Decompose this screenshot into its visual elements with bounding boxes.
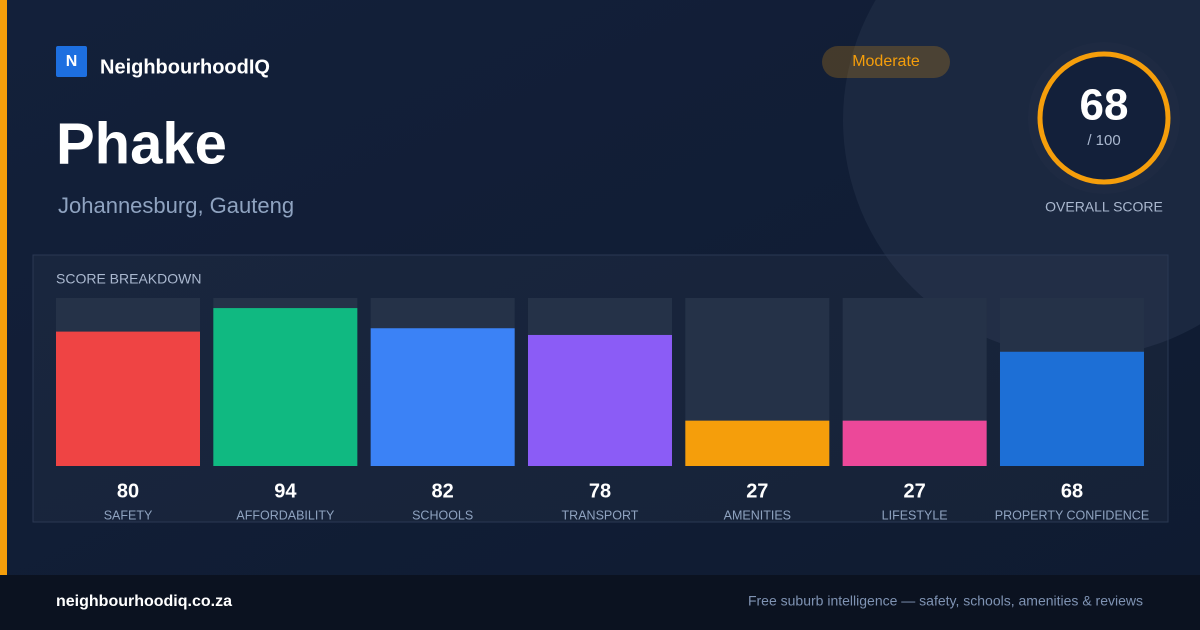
badge-text: Moderate — [852, 53, 920, 70]
bar — [842, 420, 987, 466]
bar — [370, 328, 515, 466]
footer-url: neighbourhoodiq.co.za — [56, 593, 232, 610]
score-ring — [1037, 51, 1171, 185]
logo — [56, 46, 87, 77]
bar — [685, 420, 830, 466]
value-label: 78 — [589, 480, 611, 502]
location: Johannesburg, Gauteng — [58, 193, 294, 218]
bar — [213, 308, 358, 466]
score-label: OVERALL SCORE — [1045, 199, 1163, 215]
breakdown-panel — [32, 254, 1169, 523]
category-label: AMENITIES — [724, 508, 791, 522]
footer — [0, 575, 1200, 630]
bar — [999, 351, 1144, 466]
category-label: AFFORDABILITY — [236, 508, 335, 522]
chart-title: SCORE BREAKDOWN — [56, 271, 201, 287]
category-label: SCHOOLS — [412, 508, 473, 522]
footer-tagline: Free suburb intelligence — safety, schoo… — [748, 593, 1143, 609]
score-max: / 100 — [1087, 132, 1120, 149]
value-label: 27 — [904, 480, 926, 502]
value-label: 94 — [274, 480, 297, 502]
value-label: 80 — [117, 480, 139, 502]
value-label: 27 — [746, 480, 768, 502]
badge — [822, 46, 950, 78]
score-value: 68 — [1080, 81, 1129, 130]
suburb-name: Phake — [56, 111, 227, 176]
brand-name: NeighbourhoodIQ — [100, 56, 270, 78]
category-label: PROPERTY CONFIDENCE — [995, 508, 1149, 522]
category-label: TRANSPORT — [562, 508, 639, 522]
bar — [56, 331, 200, 466]
category-label: SAFETY — [104, 508, 153, 522]
category-label: LIFESTYLE — [882, 508, 948, 522]
value-label: 82 — [432, 480, 454, 502]
accent-stripe — [0, 0, 7, 575]
value-label: 68 — [1061, 480, 1083, 502]
logo-letter: N — [66, 53, 78, 70]
bar — [527, 334, 672, 466]
